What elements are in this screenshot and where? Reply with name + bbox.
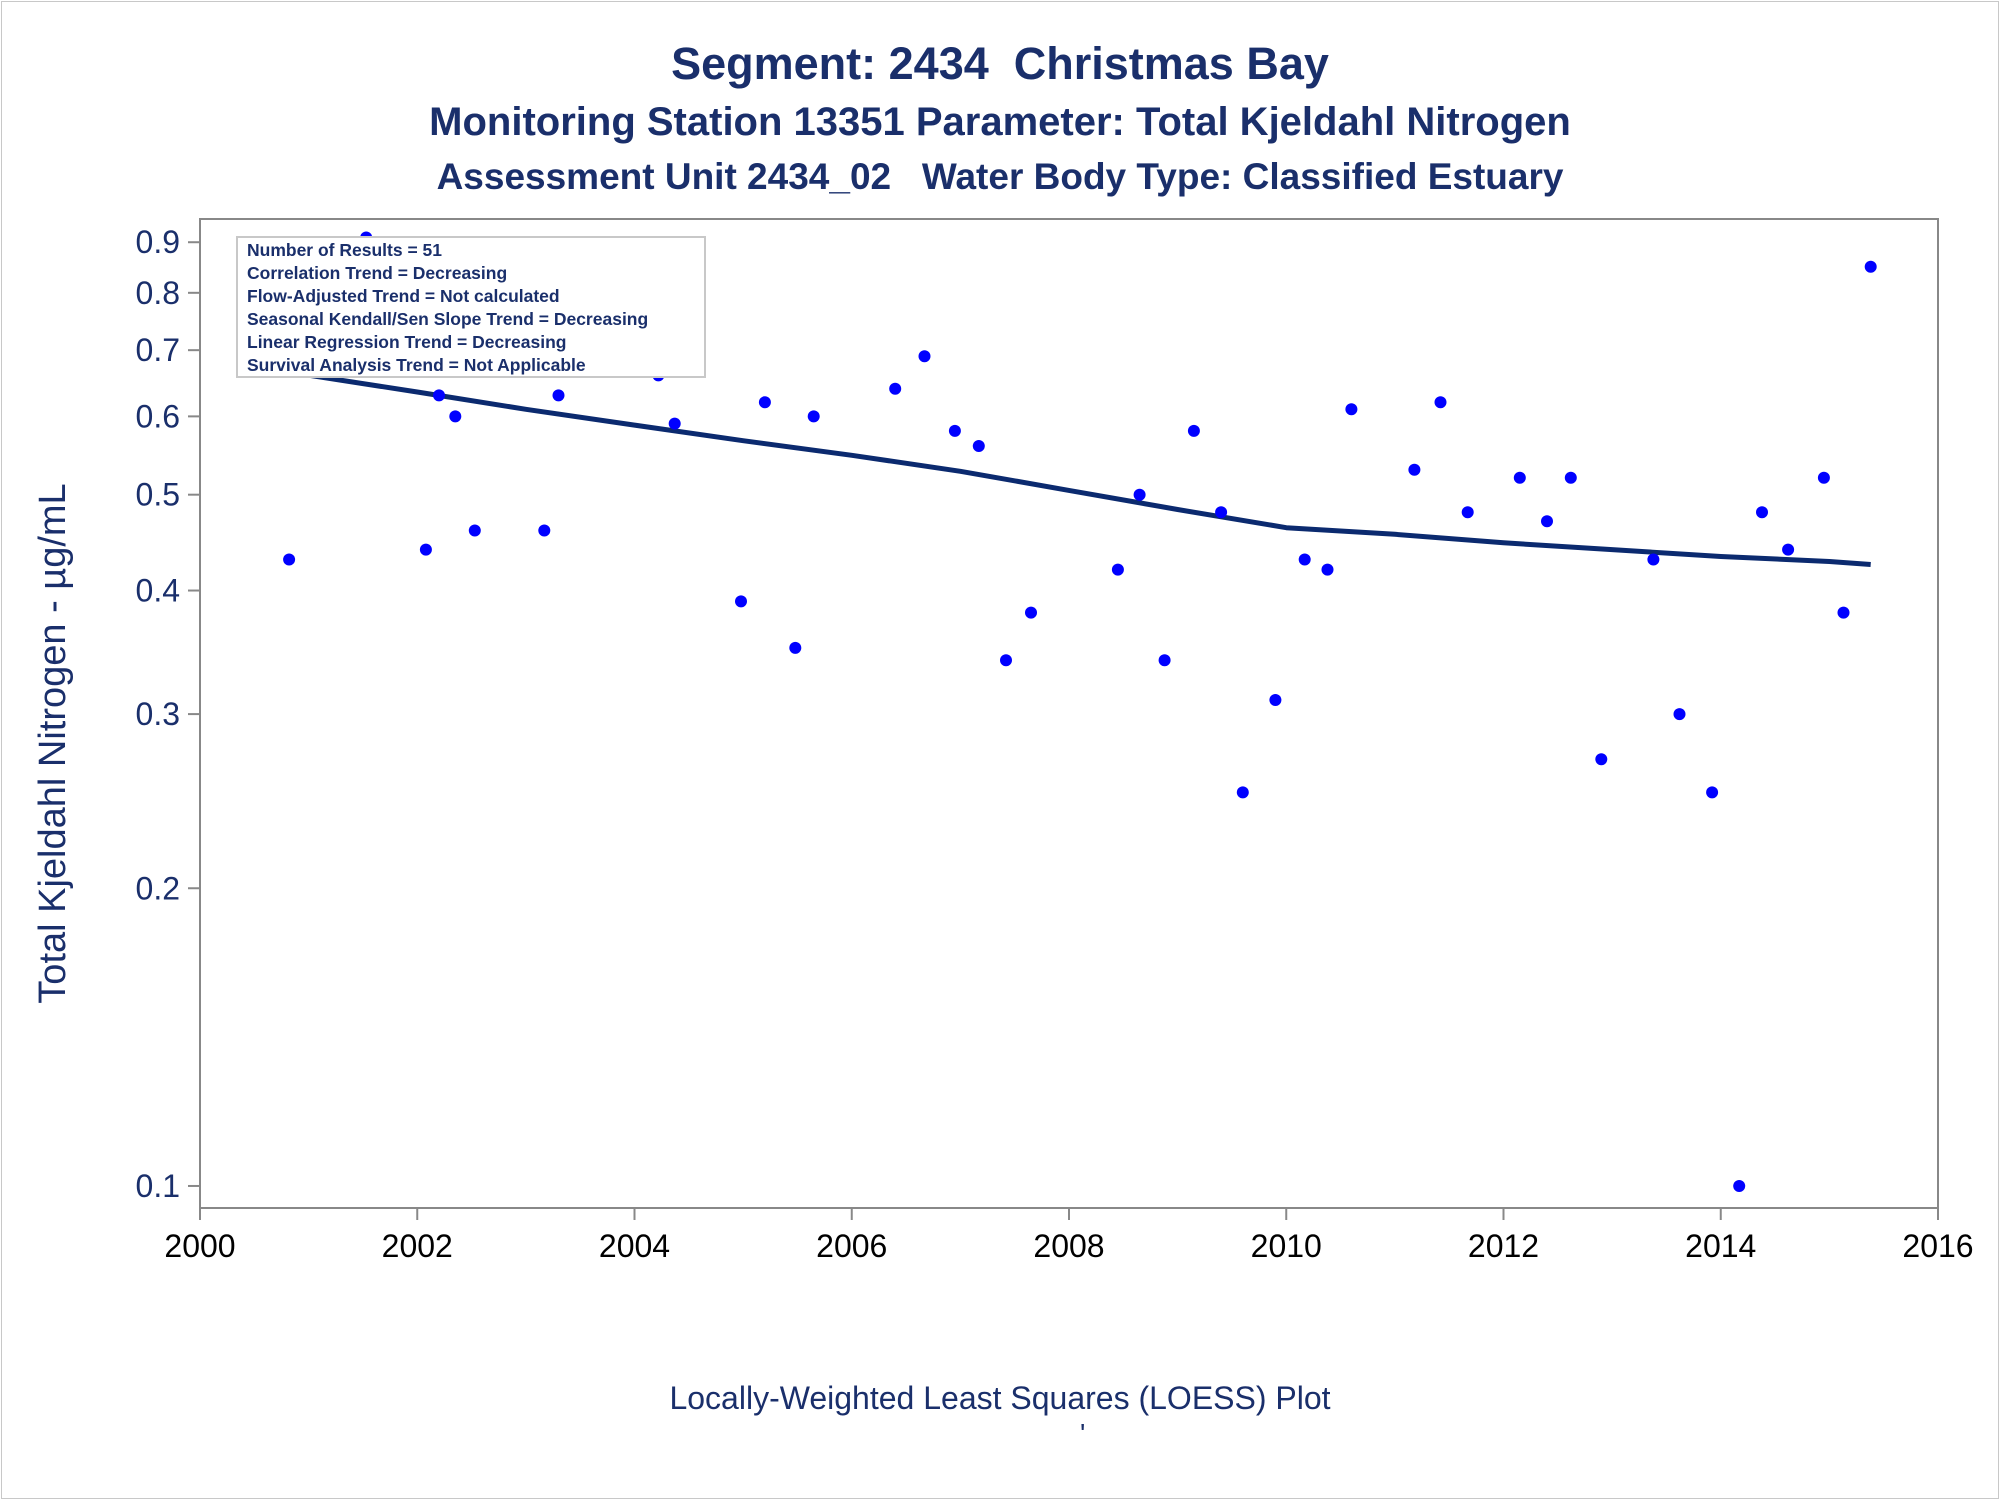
y-tick-label: 0.1	[136, 1168, 180, 1204]
data-point	[1434, 396, 1447, 409]
data-point	[433, 389, 445, 402]
y-tick-label: 0.2	[136, 870, 180, 906]
data-point	[1513, 471, 1526, 484]
data-point	[1706, 786, 1719, 799]
stats-line: Number of Results = 51	[247, 240, 442, 260]
data-point	[1756, 506, 1768, 519]
x-tick-label: 2002	[382, 1228, 453, 1264]
data-point	[1298, 553, 1311, 566]
loess-trend-line	[288, 369, 1871, 567]
stats-line: Correlation Trend = Decreasing	[247, 263, 507, 283]
stats-line: Linear Regression Trend = Decreasing	[247, 332, 567, 352]
data-point	[789, 641, 802, 654]
stats-box	[236, 236, 706, 378]
data-point	[1236, 786, 1249, 799]
data-point	[283, 553, 296, 566]
stats-line: Seasonal Kendall/Sen Slope Trend = Decre…	[247, 309, 648, 329]
y-tick-label: 0.5	[136, 477, 180, 513]
data-point	[1595, 753, 1608, 766]
y-tick-label: 0.4	[136, 573, 180, 609]
data-point	[758, 396, 771, 409]
data-point	[1025, 606, 1037, 619]
x-tick-label: 2000	[164, 1228, 235, 1264]
data-point	[1408, 463, 1421, 476]
data-point	[1564, 471, 1577, 484]
data-point	[918, 350, 931, 363]
data-point	[1000, 654, 1012, 667]
data-point	[538, 524, 551, 537]
y-tick-label: 0.7	[136, 332, 180, 368]
chart-title: Segment: 2434 Christmas Bay	[671, 38, 1329, 89]
data-point	[552, 389, 565, 402]
stats-line: Survival Analysis Trend = Not Applicable	[247, 355, 586, 375]
y-tick-label: 0.3	[136, 696, 180, 732]
x-tick-label: 2016	[1902, 1228, 1973, 1264]
data-point	[1187, 424, 1200, 437]
data-point	[1864, 260, 1877, 273]
data-point	[1269, 694, 1282, 706]
x-tick-label: 2008	[1033, 1228, 1104, 1264]
chart-subtitle: Monitoring Station 13351 Parameter: Tota…	[429, 100, 1571, 144]
footer-mark: '	[1080, 1418, 1086, 1449]
y-tick-label: 0.6	[136, 398, 180, 434]
y-tick-label: 0.9	[136, 224, 180, 260]
x-tick-label: 2006	[816, 1228, 887, 1264]
data-point	[1158, 654, 1171, 667]
data-point	[807, 410, 820, 423]
data-point	[468, 524, 481, 537]
data-point	[1461, 506, 1474, 519]
data-point	[1215, 506, 1228, 519]
chart-subtitle-2: Assessment Unit 2434_02 Water Body Type:…	[436, 156, 1564, 197]
data-point	[1837, 606, 1850, 619]
data-point	[735, 595, 747, 608]
data-point	[1673, 708, 1686, 721]
data-point	[1647, 553, 1660, 566]
data-point	[668, 417, 681, 430]
data-point	[889, 382, 902, 395]
data-point	[948, 424, 961, 437]
x-tick-label: 2012	[1468, 1228, 1539, 1264]
data-point	[1541, 515, 1553, 528]
y-tick-label: 0.8	[136, 275, 180, 311]
data-point	[1817, 471, 1830, 484]
x-tick-label: 2014	[1685, 1228, 1756, 1264]
data-point	[419, 543, 432, 556]
stats-line: Flow-Adjusted Trend = Not calculated	[247, 286, 560, 306]
data-point	[1733, 1180, 1746, 1192]
x-tick-label: 2004	[599, 1228, 670, 1264]
data-point	[1345, 403, 1358, 416]
data-point	[972, 440, 985, 452]
data-point	[1133, 488, 1146, 501]
data-point	[1111, 563, 1124, 576]
data-point	[449, 410, 462, 423]
y-axis-label: Total Kjeldahl Nitrogen - µg/mL	[32, 483, 74, 1003]
data-point	[1782, 543, 1795, 556]
data-point	[1321, 563, 1334, 576]
x-tick-label: 2010	[1251, 1228, 1322, 1264]
plot-method-label: Locally-Weighted Least Squares (LOESS) P…	[669, 1380, 1331, 1416]
